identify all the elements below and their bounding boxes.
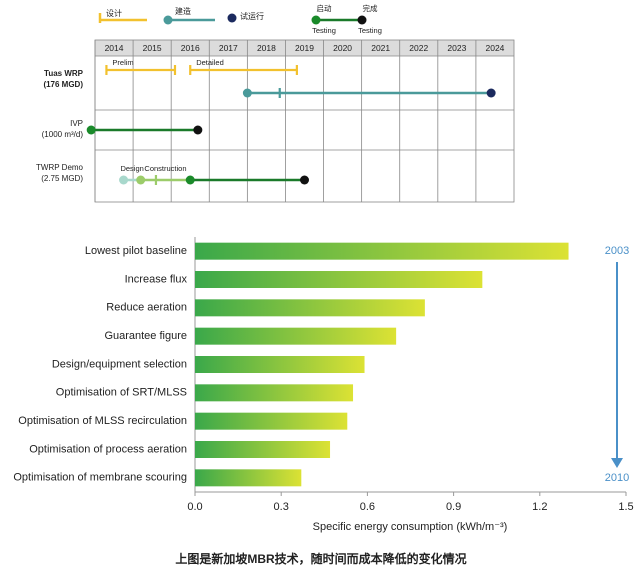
bar [195,271,483,288]
legend-label: Testing [312,26,336,35]
row-sublabel: (1000 m³/d) [42,130,84,139]
bar [195,299,425,317]
category-label: Optimisation of SRT/MLSS [56,387,187,399]
bar [195,384,354,402]
phase-bracket [189,65,298,75]
year-label: 2020 [333,43,352,53]
category-label: Increase flux [125,273,188,285]
phase-label: Detailed [196,58,224,67]
annotation-end: 2010 [605,472,629,484]
bar [195,412,348,430]
annotation-arrowhead [611,458,623,468]
milestone [136,175,146,185]
milestone [86,125,96,135]
legend-marker [163,15,173,25]
category-label: Optimisation of process aeration [29,443,187,455]
bar [195,469,302,487]
year-label: 2017 [219,43,238,53]
year-label: 2018 [257,43,276,53]
bar [195,242,569,260]
x-tick-label: 1.5 [618,501,633,513]
year-label: 2024 [485,43,504,53]
bar [195,441,331,458]
year-header [95,40,514,56]
year-label: 2016 [181,43,200,53]
x-tick-label: 0.0 [187,501,202,513]
year-label: 2023 [447,43,466,53]
year-label: 2019 [295,43,314,53]
bar [195,327,397,345]
bar [195,356,365,373]
row-sublabel: (2.75 MGD) [41,174,83,183]
legend-marker [227,13,237,23]
legend-label: 启动 [317,3,332,13]
legend-label: 建造 [175,6,191,16]
row-sublabel: (176 MGD) [43,80,83,89]
category-label: Design/equipment selection [52,358,187,370]
milestone [300,175,309,185]
row-label: IVP [70,119,83,128]
x-tick-label: 0.6 [360,501,375,513]
x-axis-title: Specific energy consumption (kWh/m⁻³) [313,521,508,533]
x-tick-label: 0.9 [446,501,461,513]
phase-label: Construction [144,164,186,173]
category-label: Optimisation of MLSS recirculation [18,415,187,427]
year-label: 2014 [105,43,124,53]
category-label: Optimisation of membrane scouring [13,472,187,484]
legend-label: Testing [358,26,382,35]
row-label: TWRP Demo [36,163,84,172]
category-label: Guarantee figure [104,330,187,342]
x-tick-label: 1.2 [532,501,547,513]
year-label: 2015 [143,43,162,53]
milestone [486,88,496,98]
milestone [242,88,252,98]
category-label: Lowest pilot baseline [85,245,187,257]
row-label: Tuas WRP [44,69,84,78]
phase-bracket [105,65,177,75]
milestone [193,125,203,135]
year-label: 2021 [371,43,390,53]
category-label: Reduce aeration [106,302,187,314]
x-tick-label: 0.3 [274,501,289,513]
legend-marker [357,15,367,25]
legend-label: 设计 [106,8,122,18]
milestone [185,175,195,185]
legend-label: 试运行 [240,11,264,21]
caption: 上图是新加坡MBR技术，随时间而成本降低的变化情况 [175,551,466,566]
milestone [119,175,129,185]
legend-label: 完成 [363,3,378,13]
year-label: 2022 [409,43,428,53]
phase-label: Design [120,164,143,173]
phase-label: Prelim [112,58,133,67]
annotation-start: 2003 [605,245,629,257]
legend-marker [311,15,321,25]
